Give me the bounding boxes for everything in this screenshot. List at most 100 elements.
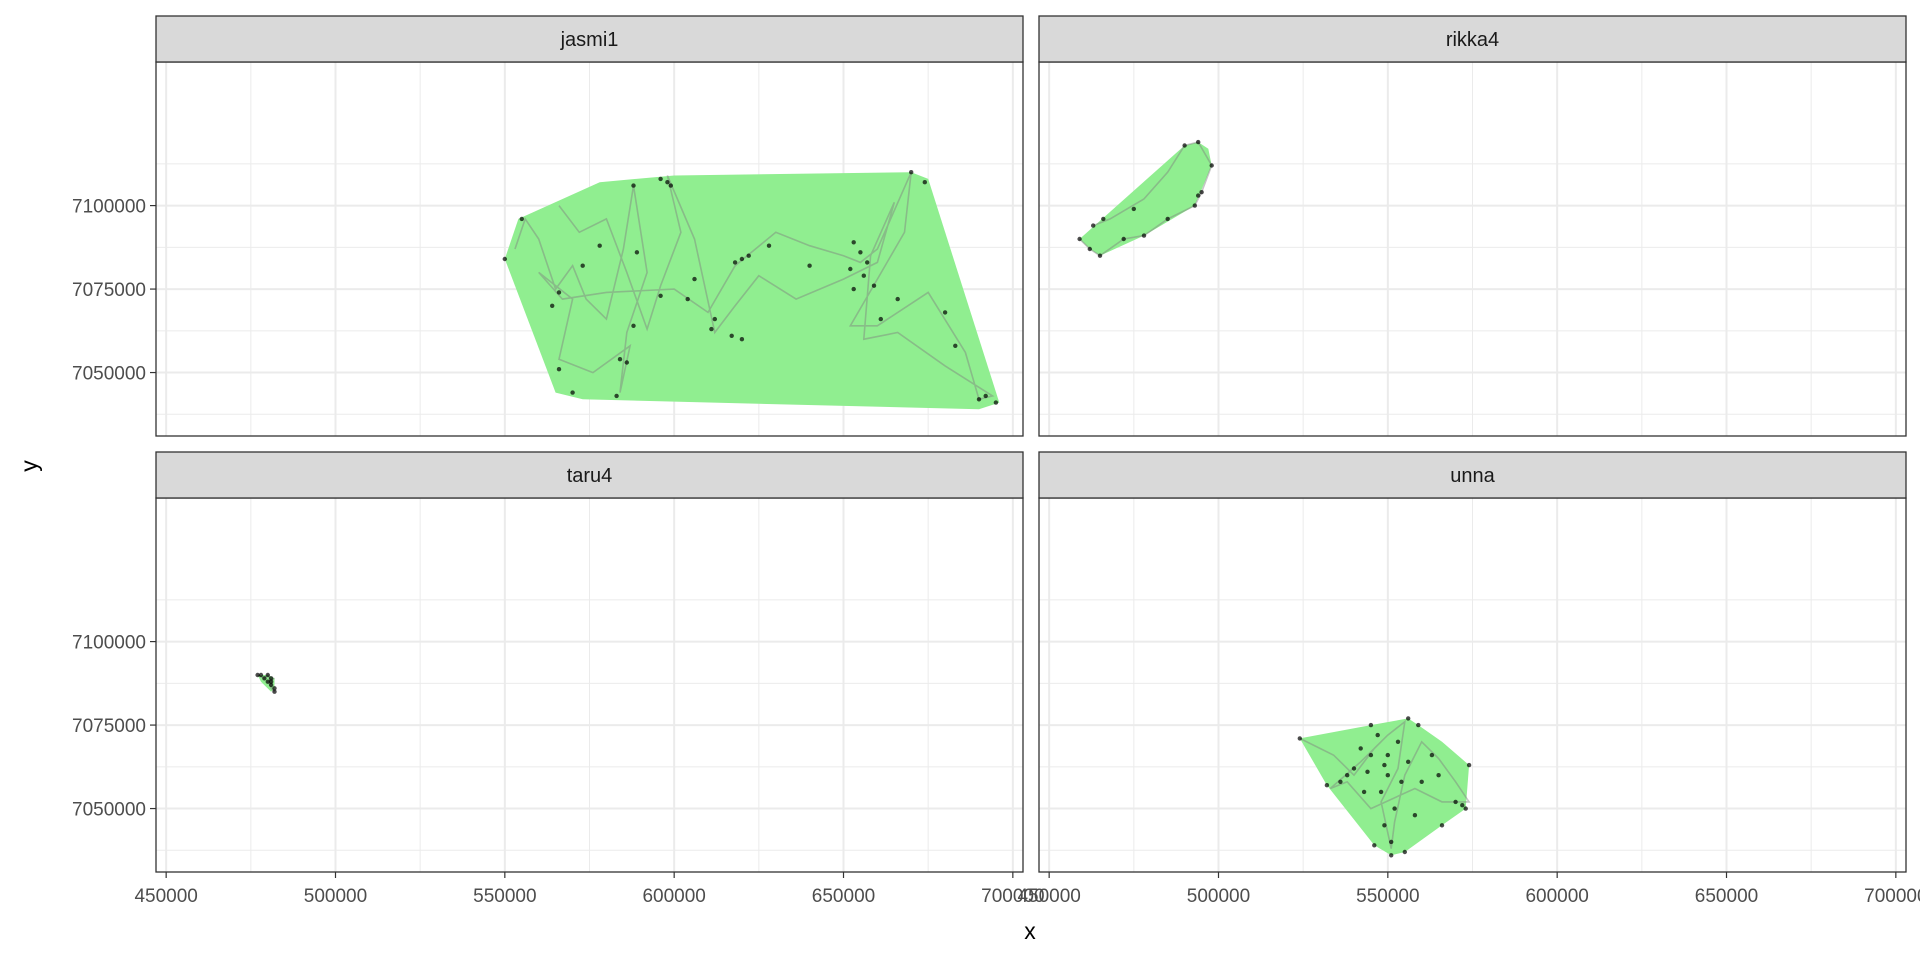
data-point: [851, 240, 856, 245]
data-point: [1209, 163, 1214, 168]
facet-strip-label: taru4: [567, 465, 613, 487]
data-point: [1358, 746, 1363, 751]
data-point: [1368, 752, 1374, 758]
data-point: [1297, 736, 1303, 741]
facet-strip: [155, 451, 1024, 499]
data-point: [861, 273, 866, 278]
data-point: [1419, 779, 1424, 784]
data-point: [597, 243, 602, 248]
data-point: [658, 293, 663, 298]
data-point: [878, 316, 883, 322]
data-point: [1399, 779, 1404, 784]
data-point: [1389, 839, 1394, 845]
convex-hull-unna: [1299, 718, 1470, 856]
x-tick-label: 700000: [1864, 886, 1920, 907]
convex-hull-jasmi1: [504, 172, 1000, 410]
data-point: [1436, 773, 1441, 778]
y-tick-label: 7100000: [72, 633, 146, 654]
x-tick-label: 450000: [134, 886, 197, 907]
data-point: [692, 276, 697, 282]
y-tick-label: 7075000: [72, 716, 146, 737]
facet-panel-unna: unna 450000 500000 550000 600000 650000 700000: [1017, 451, 1920, 907]
data-point: [1466, 762, 1472, 768]
x-tick-label: 500000: [1187, 886, 1250, 907]
data-point: [1385, 752, 1391, 758]
data-point: [685, 296, 690, 302]
data-point: [1460, 803, 1465, 808]
data-point: [1392, 806, 1397, 811]
data-point: [1141, 233, 1147, 238]
data-point: [1351, 766, 1357, 771]
data-point: [614, 393, 619, 399]
facet-strip-label: jasmi1: [560, 29, 619, 51]
data-point: [1196, 193, 1201, 198]
data-point: [983, 393, 988, 399]
facet-panel-rikka4: rikka4: [1038, 15, 1907, 437]
data-point: [1395, 739, 1401, 744]
data-point: [1131, 206, 1137, 212]
data-point: [1389, 853, 1394, 858]
data-point: [1439, 823, 1445, 828]
data-point: [807, 263, 812, 268]
x-tick-label: 600000: [1525, 886, 1588, 907]
data-point: [729, 333, 734, 338]
data-point: [617, 357, 623, 362]
facet-panel-taru4: taru4 7050000 7075000 7100000 450000 500000 55…: [72, 451, 1045, 907]
data-point: [942, 310, 948, 315]
x-tick-label: 650000: [1695, 886, 1758, 907]
data-point: [953, 343, 958, 348]
data-point: [1091, 223, 1096, 228]
data-point: [258, 672, 264, 678]
data-point: [1345, 773, 1350, 778]
data-point: [1385, 773, 1391, 778]
data-point: [502, 256, 507, 262]
data-point: [265, 679, 270, 684]
facet-strip: [1038, 15, 1907, 63]
data-point: [1416, 722, 1421, 728]
data-point: [848, 266, 853, 272]
data-point: [631, 183, 636, 188]
data-point: [1406, 759, 1411, 764]
data-point: [556, 367, 562, 372]
data-point: [268, 676, 274, 681]
data-point: [1324, 783, 1330, 788]
data-point: [1361, 789, 1367, 795]
data-point: [272, 686, 277, 691]
data-point: [519, 216, 524, 222]
y-tick-label: 7050000: [72, 364, 146, 385]
facet-strip-label: rikka4: [1446, 29, 1499, 51]
facet-strip: [155, 15, 1024, 63]
data-point: [766, 243, 772, 248]
data-point: [631, 323, 636, 328]
y-tick-label: 7050000: [72, 800, 146, 821]
data-point: [1196, 139, 1201, 145]
x-tick-label: 550000: [1356, 886, 1419, 907]
data-point: [1382, 762, 1387, 768]
x-tick-label: 550000: [473, 886, 536, 907]
data-point: [1365, 769, 1370, 774]
data-point: [895, 296, 900, 302]
data-point: [550, 303, 555, 308]
x-tick-label: 650000: [812, 886, 875, 907]
data-point: [1406, 716, 1411, 721]
data-point: [1375, 732, 1380, 738]
data-point: [976, 397, 982, 402]
data-point: [1087, 246, 1093, 252]
x-tick-label: 500000: [304, 886, 367, 907]
data-point: [993, 400, 999, 405]
x-tick-label: 700000: [981, 886, 1044, 907]
facet-strip-label: unna: [1450, 465, 1495, 487]
data-point: [739, 337, 745, 342]
movement-path-jasmi1: [514, 171, 995, 401]
data-point: [1429, 752, 1435, 758]
data-point: [1192, 203, 1198, 208]
data-point: [668, 183, 673, 188]
data-point: [580, 263, 585, 268]
data-point: [262, 676, 267, 681]
data-point: [658, 176, 663, 182]
data-point: [1372, 843, 1377, 848]
data-point: [1097, 253, 1103, 258]
data-point: [1412, 813, 1418, 818]
convex-hull-rikka4: [1079, 142, 1212, 256]
